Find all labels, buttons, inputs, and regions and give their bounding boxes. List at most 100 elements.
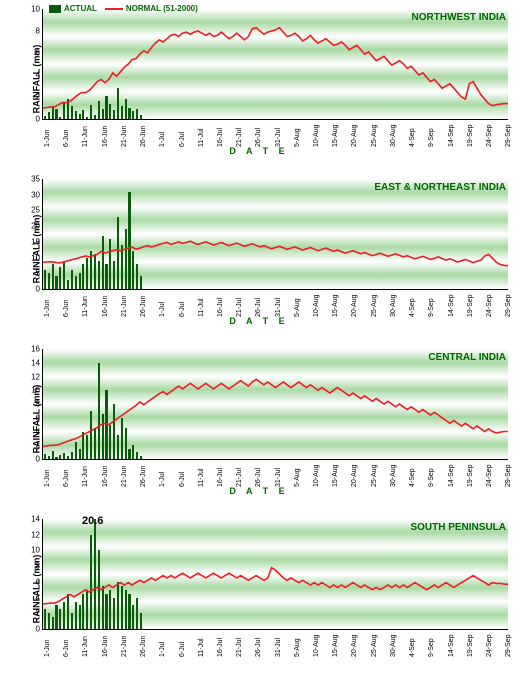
y-tick-label: 6 xyxy=(26,577,40,586)
plot-area xyxy=(42,349,508,460)
x-tick-label: 31-Jul xyxy=(275,468,282,487)
x-tick-label: 14-Sep xyxy=(448,634,455,657)
y-tick-label: 8 xyxy=(26,400,40,409)
x-tick-label: 16-Jun xyxy=(102,126,109,147)
y-tick-label: 12 xyxy=(26,372,40,381)
y-tick-label: 2 xyxy=(26,609,40,618)
chart-panel: CENTRAL INDIARAINFALL (mm)D A T E0246810… xyxy=(4,344,514,494)
x-tick-label: 20-Aug xyxy=(351,294,358,317)
x-tick-label: 10-Aug xyxy=(313,294,320,317)
x-tick-label: 9-Sep xyxy=(428,128,435,147)
x-tick-label: 26-Jul xyxy=(255,128,262,147)
x-tick-label: 1-Jul xyxy=(159,132,166,147)
x-tick-label: 14-Sep xyxy=(448,124,455,147)
x-tick-label: 4-Sep xyxy=(409,298,416,317)
x-tick-label: 21-Jul xyxy=(236,468,243,487)
legend: ACTUALNORMAL (51-2000) xyxy=(49,4,198,13)
y-tick-label: 12 xyxy=(26,530,40,539)
x-tick-label: 20-Aug xyxy=(351,124,358,147)
x-tick-label: 16-Jul xyxy=(217,298,224,317)
x-tick-label: 21-Jun xyxy=(121,126,128,147)
x-tick-label: 14-Sep xyxy=(448,294,455,317)
x-tick-label: 21-Jun xyxy=(121,636,128,657)
region-title: EAST & NORTHEAST INDIA xyxy=(374,182,506,193)
y-tick-label: 6 xyxy=(26,49,40,58)
y-tick-label: 2 xyxy=(26,441,40,450)
y-tick-label: 0 xyxy=(26,285,40,294)
x-tick-label: 6-Jun xyxy=(63,639,70,657)
x-tick-label: 31-Jul xyxy=(275,638,282,657)
y-tick-label: 25 xyxy=(26,206,40,215)
y-tick-label: 8 xyxy=(26,562,40,571)
legend-actual-swatch xyxy=(49,5,61,13)
x-tick-label: 25-Aug xyxy=(371,124,378,147)
x-tick-label: 30-Aug xyxy=(390,294,397,317)
x-tick-label: 5-Aug xyxy=(294,468,301,487)
x-tick-label: 31-Jul xyxy=(275,298,282,317)
region-title: NORTHWEST INDIA xyxy=(412,12,506,23)
x-tick-label: 26-Jul xyxy=(255,638,262,657)
x-tick-label: 26-Jul xyxy=(255,298,262,317)
x-tick-label: 29-Sep xyxy=(505,124,512,147)
x-tick-label: 29-Sep xyxy=(505,634,512,657)
x-tick-label: 4-Sep xyxy=(409,128,416,147)
normal-line xyxy=(43,179,508,289)
x-tick-label: 6-Jul xyxy=(179,302,186,317)
legend-normal-swatch xyxy=(105,8,123,10)
x-tick-label: 1-Jun xyxy=(44,469,51,487)
y-tick-label: 4 xyxy=(26,71,40,80)
x-tick-label: 6-Jun xyxy=(63,299,70,317)
y-tick-label: 6 xyxy=(26,413,40,422)
x-tick-label: 1-Jul xyxy=(159,302,166,317)
x-tick-label: 9-Sep xyxy=(428,638,435,657)
x-tick-label: 6-Jun xyxy=(63,129,70,147)
x-tick-label: 4-Sep xyxy=(409,468,416,487)
x-tick-label: 9-Sep xyxy=(428,298,435,317)
y-tick-label: 14 xyxy=(26,515,40,524)
x-tick-label: 15-Aug xyxy=(332,124,339,147)
x-tick-label: 24-Sep xyxy=(486,464,493,487)
x-tick-label: 19-Sep xyxy=(467,634,474,657)
region-title: SOUTH PENINSULA xyxy=(410,522,506,533)
y-tick-label: 2 xyxy=(26,93,40,102)
plot-area xyxy=(42,519,508,630)
x-tick-label: 11-Jun xyxy=(82,296,89,317)
x-tick-label: 16-Jul xyxy=(217,638,224,657)
x-tick-label: 30-Aug xyxy=(390,464,397,487)
x-tick-label: 10-Aug xyxy=(313,634,320,657)
x-tick-label: 24-Sep xyxy=(486,634,493,657)
x-tick-label: 21-Jul xyxy=(236,638,243,657)
x-tick-label: 26-Jul xyxy=(255,468,262,487)
region-title: CENTRAL INDIA xyxy=(428,352,506,363)
normal-line xyxy=(43,349,508,459)
x-tick-label: 30-Aug xyxy=(390,124,397,147)
x-tick-label: 26-Jun xyxy=(140,636,147,657)
y-tick-label: 4 xyxy=(26,427,40,436)
chart-panel: SOUTH PENINSULARAINFALL (mm)D A T E02468… xyxy=(4,514,514,664)
normal-line xyxy=(43,9,508,119)
x-tick-label: 16-Jun xyxy=(102,296,109,317)
x-tick-label: 24-Sep xyxy=(486,294,493,317)
x-tick-label: 25-Aug xyxy=(371,294,378,317)
x-tick-label: 15-Aug xyxy=(332,634,339,657)
x-tick-label: 16-Jun xyxy=(102,636,109,657)
x-tick-label: 26-Jun xyxy=(140,126,147,147)
x-tick-label: 19-Sep xyxy=(467,294,474,317)
y-tick-label: 15 xyxy=(26,237,40,246)
x-tick-label: 11-Jul xyxy=(198,128,205,147)
y-tick-label: 10 xyxy=(26,386,40,395)
y-tick-label: 30 xyxy=(26,190,40,199)
y-tick-label: 10 xyxy=(26,5,40,14)
plot-area xyxy=(42,179,508,290)
x-tick-label: 20-Aug xyxy=(351,634,358,657)
x-tick-label: 24-Sep xyxy=(486,124,493,147)
x-tick-label: 21-Jul xyxy=(236,298,243,317)
chart-panel: EAST & NORTHEAST INDIARAINFALL (mm)D A T… xyxy=(4,174,514,324)
y-tick-label: 5 xyxy=(26,269,40,278)
x-tick-label: 1-Jun xyxy=(44,299,51,317)
x-tick-label: 31-Jul xyxy=(275,128,282,147)
x-tick-label: 11-Jun xyxy=(82,636,89,657)
y-tick-label: 4 xyxy=(26,593,40,602)
x-tick-label: 25-Aug xyxy=(371,464,378,487)
x-tick-label: 20-Aug xyxy=(351,464,358,487)
